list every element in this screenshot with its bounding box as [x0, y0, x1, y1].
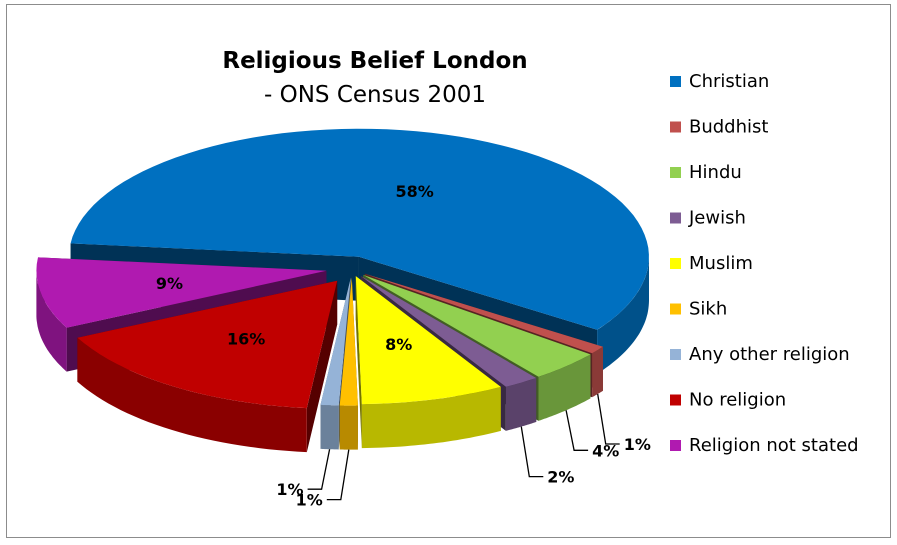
legend-swatch [670, 167, 681, 178]
chart-subtitle: - ONS Census 2001 [264, 82, 486, 108]
legend-item-christian: Christian [670, 71, 769, 92]
legend-item-jewish: Jewish [670, 208, 746, 229]
slice-religion-not-stated [36, 257, 327, 328]
legend-label: Buddhist [689, 117, 768, 138]
data-label-jewish: 2% [547, 468, 574, 487]
legend-item-no-religion: No religion [670, 390, 786, 411]
legend-swatch [670, 303, 681, 315]
slice-christian [70, 128, 649, 330]
leader-line-hindu [565, 410, 589, 451]
slice-sikh [339, 277, 358, 406]
legend-item-any-other-religion: Any other religion [670, 344, 850, 365]
legend-label: Hindu [689, 162, 742, 183]
slice-no-religion [77, 280, 338, 409]
legend-label: Christian [689, 71, 769, 92]
legend-item-muslim: Muslim [670, 253, 753, 274]
data-label-sikh: 1% [296, 491, 323, 510]
legend-label: Sikh [689, 299, 727, 320]
chart-title: Religious Belief London [222, 48, 527, 74]
leader-line-any-other-religion [307, 449, 331, 490]
legend-item-buddhist: Buddhist [670, 117, 768, 138]
legend-swatch [670, 258, 681, 269]
legend-label: Religion not stated [689, 435, 859, 456]
legend-swatch [670, 394, 681, 406]
slice-hindu [363, 274, 591, 377]
slice-jewish [360, 276, 537, 387]
data-labels: 58%1%4%2%8%1%1%16%9% [156, 182, 651, 510]
legend-label: Jewish [688, 208, 746, 229]
slice-buddhist [364, 273, 603, 354]
data-label-muslim: 8% [385, 335, 412, 354]
legend-swatch [670, 349, 681, 360]
legend-item-sikh: Sikh [670, 299, 727, 320]
legend-label: Any other religion [689, 344, 850, 365]
legend-item-religion-not-stated: Religion not stated [670, 435, 859, 456]
leader-line-sikh [326, 449, 350, 501]
legend-swatch [670, 212, 681, 224]
data-label-any-other-religion: 1% [276, 480, 303, 499]
data-label-no-religion: 16% [227, 330, 265, 349]
legend-swatch [670, 440, 681, 451]
leader-line-jewish [520, 426, 544, 478]
data-label-religion-not-stated: 9% [156, 274, 183, 293]
legend-label: No religion [689, 390, 786, 411]
legend-swatch [670, 121, 681, 133]
legend: Christian Buddhist Hindu Jewish Muslim Sikh An… [670, 71, 859, 456]
data-label-buddhist: 1% [624, 435, 651, 454]
data-label-hindu: 4% [592, 441, 619, 460]
legend-swatch [670, 76, 681, 87]
pie-slices [36, 128, 649, 453]
leader-line-buddhist [597, 393, 620, 445]
slice-muslim [355, 276, 501, 405]
legend-item-hindu: Hindu [670, 162, 742, 183]
slice-any-other-religion [320, 277, 351, 406]
data-label-christian: 58% [395, 182, 433, 201]
legend-label: Muslim [689, 253, 753, 274]
